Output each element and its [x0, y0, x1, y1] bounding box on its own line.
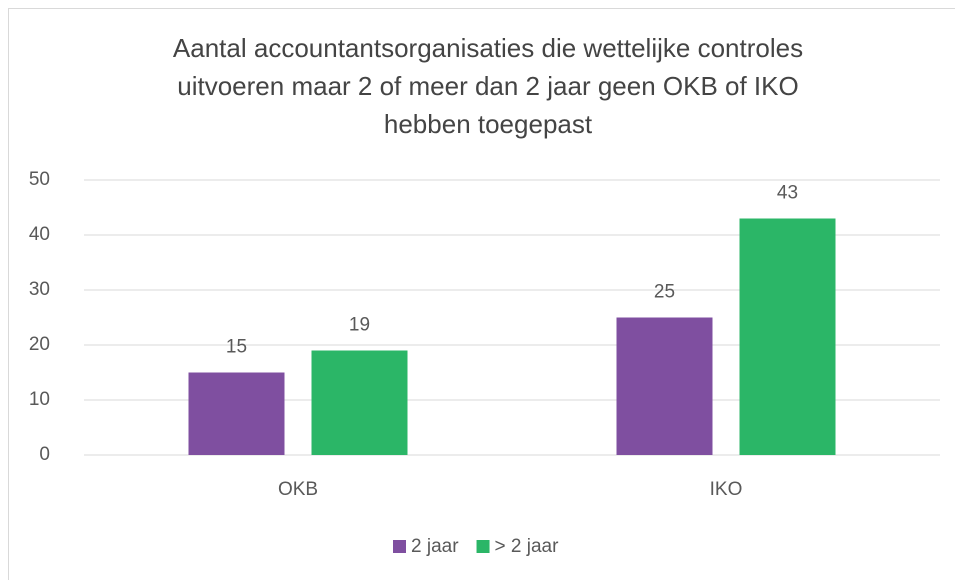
legend-swatch	[393, 540, 406, 553]
chart-title: uitvoeren maar 2 of meer dan 2 jaar geen…	[177, 71, 798, 101]
y-tick-label: 10	[29, 389, 50, 410]
legend-swatch	[476, 540, 490, 553]
x-tick-label: IKO	[710, 479, 743, 500]
chart-title: hebben toegepast	[384, 109, 593, 139]
y-tick-label: 50	[29, 169, 50, 190]
y-tick-label: 0	[39, 444, 50, 465]
bar	[311, 350, 408, 455]
data-label: 43	[777, 183, 798, 204]
y-tick-label: 40	[29, 224, 50, 245]
y-tick-label: 30	[29, 279, 50, 300]
y-tick-label: 20	[29, 334, 50, 355]
x-tick-label: OKB	[278, 479, 318, 500]
bar	[616, 317, 713, 455]
data-label: 25	[654, 282, 675, 303]
data-label: 15	[226, 337, 247, 358]
bar	[188, 372, 285, 455]
legend-label: 2 jaar	[411, 536, 459, 557]
legend-label: > 2 jaar	[495, 536, 560, 557]
bar	[739, 218, 836, 455]
data-label: 19	[349, 315, 370, 336]
chart-title: Aantal accountantsorganisaties die wette…	[173, 33, 803, 63]
